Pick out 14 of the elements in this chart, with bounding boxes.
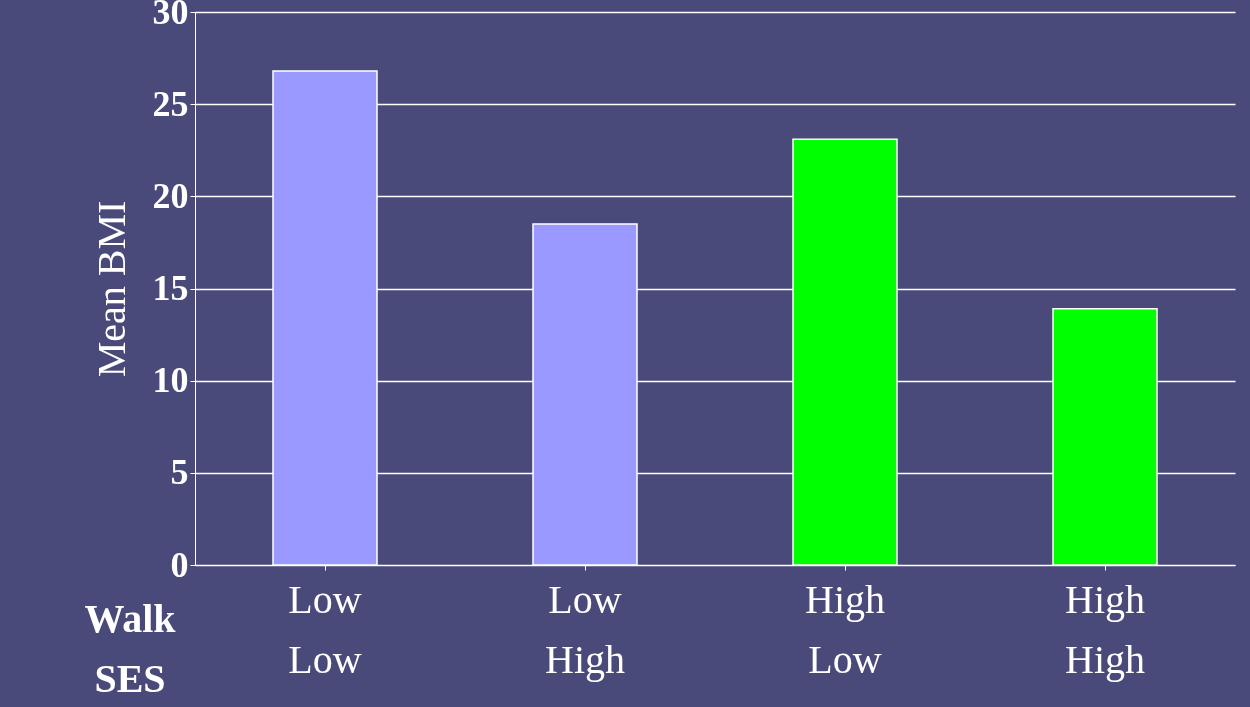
text: SES	[94, 656, 166, 701]
x-tick-label: Low High	[545, 576, 625, 682]
y-tick-label: 5	[170, 452, 189, 493]
x-tick-label: High High	[1065, 576, 1145, 682]
y-tick-label: 30	[152, 0, 189, 32]
y-tick-label: 10	[152, 360, 189, 401]
y-tick-label: 0	[170, 544, 189, 585]
x-tick-label: Low Low	[288, 576, 362, 682]
y-tick-label: 25	[152, 83, 189, 124]
y-tick-label: 20	[152, 175, 189, 216]
text: Walk	[84, 596, 177, 641]
x-tick-label: High Low	[805, 576, 885, 682]
y-axis-title: Mean BMI	[88, 200, 134, 378]
y-tick-label: 15	[152, 268, 189, 308]
